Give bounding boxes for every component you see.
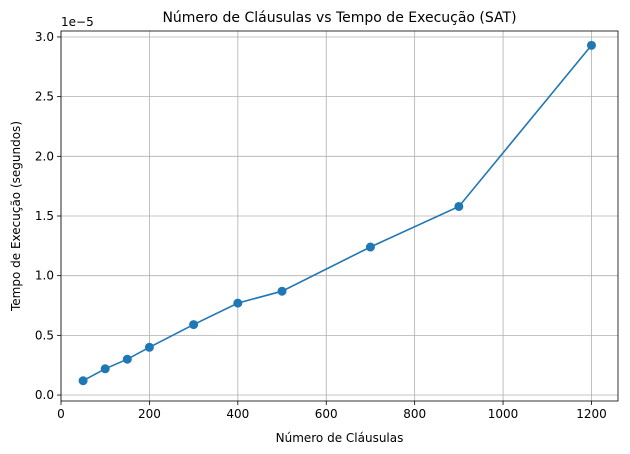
- y-axis-ticks: 0.0 0.5 1.0 1.5 2.0 2.5 3.0: [35, 30, 61, 402]
- y-tick-label: 3.0: [35, 30, 54, 44]
- chart-title: Número de Cláusulas vs Tempo de Execução…: [162, 10, 516, 26]
- x-tick-label: 0: [57, 407, 65, 421]
- x-tick-label: 600: [315, 407, 338, 421]
- data-point: [277, 286, 287, 296]
- data-point: [189, 320, 199, 330]
- x-tick-label: 400: [226, 407, 249, 421]
- grid: [60, 31, 618, 401]
- y-axis-title: Tempo de Execução (segundos): [9, 121, 23, 312]
- y-tick-label: 1.5: [35, 209, 54, 223]
- y-tick-label: 0.0: [35, 388, 54, 402]
- x-axis-ticks: 0 200 400 600 800 1000 1200: [57, 401, 607, 421]
- x-tick-label: 200: [138, 407, 161, 421]
- y-tick-label: 2.5: [35, 90, 54, 104]
- data-point: [454, 201, 464, 211]
- data-point: [586, 40, 596, 50]
- series-layer: [78, 40, 596, 386]
- x-axis-title: Número de Cláusulas: [276, 431, 404, 445]
- data-point: [78, 376, 88, 386]
- series-line: [82, 44, 593, 382]
- x-tick-label: 800: [403, 407, 426, 421]
- x-tick-label: 1200: [576, 407, 607, 421]
- y-tick-label: 0.5: [35, 328, 54, 342]
- y-tick-label: 1.0: [35, 269, 54, 283]
- x-tick-label: 1000: [488, 407, 519, 421]
- data-point: [100, 364, 110, 374]
- data-point: [122, 354, 132, 364]
- y-tick-label: 2.0: [35, 149, 54, 163]
- data-point: [144, 342, 154, 352]
- y-offset-label: 1e−5: [61, 15, 94, 29]
- data-point: [233, 298, 243, 308]
- data-point: [365, 242, 375, 252]
